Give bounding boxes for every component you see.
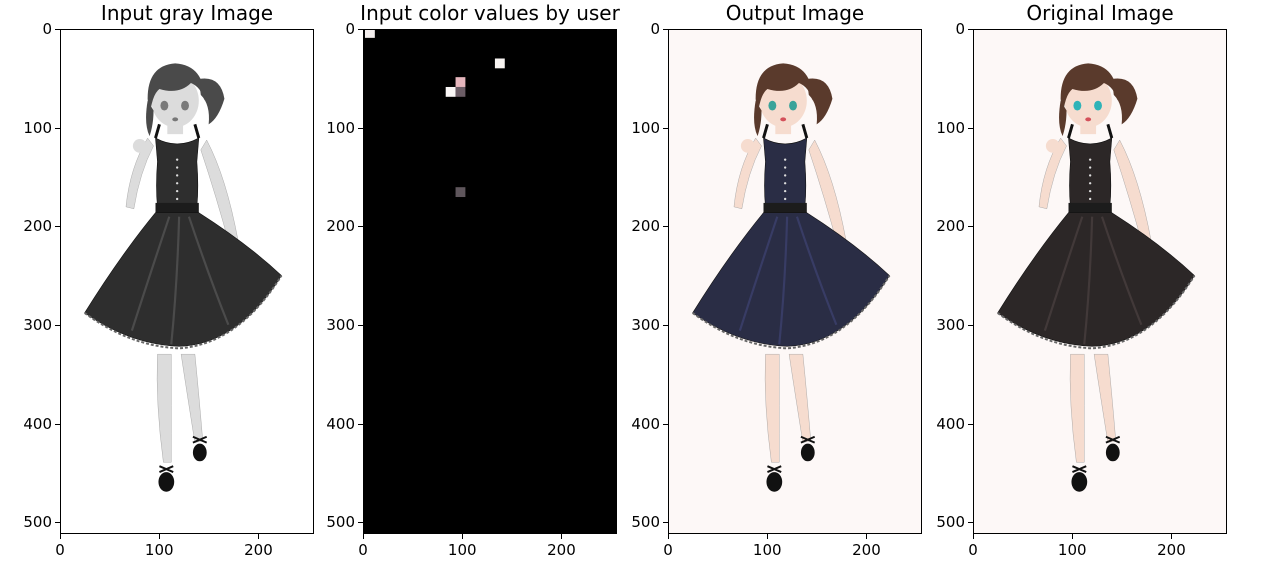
y-tick-label: 500 [936, 513, 965, 532]
x-tick-label: 200 [547, 541, 576, 559]
x-tick-mark [159, 534, 161, 539]
x-tick-mark [767, 534, 769, 539]
image-panel-original [973, 29, 1227, 534]
x-tick-mark [462, 534, 464, 539]
image-hints [364, 30, 616, 533]
y-tick-mark [663, 423, 668, 425]
y-tick-label: 200 [23, 217, 52, 236]
character-figure [84, 63, 283, 492]
x-tick-label: 0 [55, 541, 65, 559]
y-tick-label: 400 [23, 414, 52, 433]
image-panel-gray [60, 29, 314, 534]
y-tick-label: 0 [955, 20, 965, 38]
y-tick-mark [55, 127, 60, 129]
image-output [669, 30, 921, 533]
image-gray [61, 30, 313, 533]
y-tick-label: 300 [936, 315, 965, 334]
y-tick-mark [55, 29, 60, 30]
y-tick-label: 100 [326, 118, 355, 137]
x-tick-label: 100 [1057, 541, 1087, 559]
y-tick-mark [358, 324, 363, 326]
x-tick-mark [866, 534, 868, 539]
y-tick-label: 500 [326, 513, 355, 532]
y-tick-mark [968, 29, 973, 30]
y-tick-label: 500 [23, 513, 52, 532]
y-tick-label: 300 [326, 315, 355, 334]
x-tick-mark [973, 534, 974, 539]
image-panel-output [668, 29, 922, 534]
y-tick-label: 100 [936, 118, 965, 137]
character-figure [997, 63, 1196, 492]
panel-title-hints: Input color values by user [360, 1, 620, 25]
y-tick-mark [358, 423, 363, 425]
y-tick-label: 400 [631, 414, 660, 433]
y-tick-label: 300 [631, 315, 660, 334]
y-tick-mark [55, 226, 60, 228]
y-tick-mark [968, 226, 973, 228]
character-figure [692, 63, 891, 492]
hint-point [455, 187, 466, 198]
y-tick-mark [663, 29, 668, 30]
panel-title-output: Output Image [725, 1, 865, 25]
y-tick-mark [358, 522, 363, 524]
hint-background [364, 30, 616, 533]
x-tick-label: 0 [663, 541, 673, 559]
x-tick-mark [1171, 534, 1173, 539]
y-tick-label: 300 [23, 315, 52, 334]
x-tick-mark [561, 534, 563, 539]
y-tick-mark [55, 522, 60, 524]
y-tick-mark [663, 127, 668, 129]
hint-point [455, 86, 466, 97]
y-tick-label: 400 [326, 414, 355, 433]
hint-point [494, 58, 505, 69]
y-tick-mark [663, 226, 668, 228]
image-panel-hints [363, 29, 617, 534]
y-tick-label: 200 [936, 217, 965, 236]
y-tick-mark [968, 522, 973, 524]
y-tick-label: 200 [631, 217, 660, 236]
x-tick-label: 100 [752, 541, 782, 559]
x-tick-mark [668, 534, 669, 539]
x-tick-label: 0 [968, 541, 978, 559]
y-tick-label: 0 [345, 20, 355, 38]
y-tick-mark [358, 29, 363, 30]
y-tick-mark [358, 226, 363, 228]
x-tick-mark [258, 534, 260, 539]
y-tick-label: 400 [936, 414, 965, 433]
panel-title-original: Original Image [1026, 1, 1174, 25]
hint-point [455, 77, 466, 87]
y-tick-mark [968, 127, 973, 129]
y-tick-label: 100 [23, 118, 52, 137]
y-tick-mark [358, 127, 363, 129]
x-tick-label: 200 [244, 541, 273, 559]
x-tick-label: 100 [447, 541, 477, 559]
y-tick-mark [663, 324, 668, 326]
y-tick-mark [55, 324, 60, 326]
x-tick-label: 200 [1157, 541, 1186, 559]
y-tick-mark [55, 423, 60, 425]
y-tick-label: 200 [326, 217, 355, 236]
y-tick-mark [663, 522, 668, 524]
x-tick-label: 200 [852, 541, 881, 559]
x-tick-label: 0 [358, 541, 368, 559]
y-tick-label: 0 [42, 20, 52, 38]
hint-point [445, 86, 456, 97]
y-tick-label: 100 [631, 118, 660, 137]
x-tick-label: 100 [144, 541, 174, 559]
panel-title-gray: Input gray Image [100, 1, 274, 25]
y-tick-mark [968, 324, 973, 326]
image-original [974, 30, 1226, 533]
y-tick-label: 500 [631, 513, 660, 532]
hint-point [364, 30, 375, 38]
y-tick-mark [968, 423, 973, 425]
x-tick-mark [60, 534, 61, 539]
x-tick-mark [363, 534, 364, 539]
x-tick-mark [1072, 534, 1074, 539]
y-tick-label: 0 [650, 20, 660, 38]
